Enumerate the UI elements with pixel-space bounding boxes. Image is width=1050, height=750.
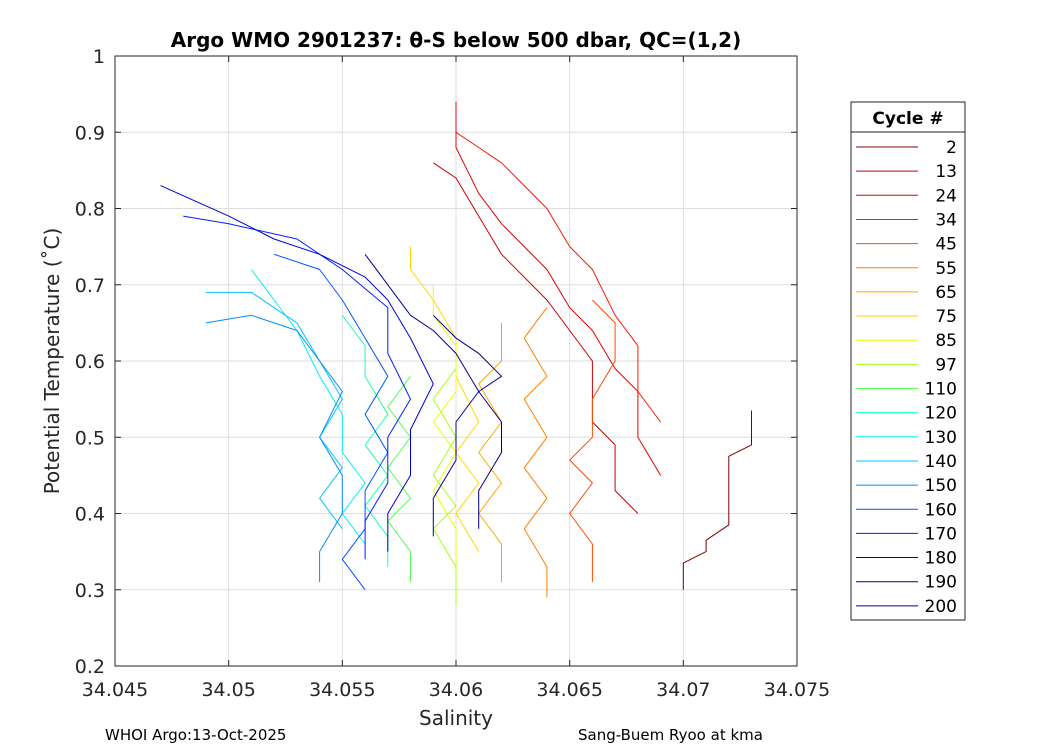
series-line-cycle-13	[433, 162, 639, 514]
series-line-cycle-120	[341, 315, 389, 567]
legend-label-45: 45	[935, 235, 957, 255]
legend-label-120: 120	[925, 404, 957, 424]
y-axis-label: Potential Temperature (˚C)	[40, 228, 64, 495]
y-tick-label: 1	[93, 46, 105, 68]
y-tick-label: 0.3	[75, 580, 105, 602]
x-tick-label: 34.075	[764, 679, 830, 701]
chart-title: Argo WMO 2901237: θ-S below 500 dbar, QC…	[171, 28, 741, 52]
legend-label-200: 200	[925, 597, 957, 617]
legend-label-97: 97	[935, 355, 957, 375]
series-line-cycle-2	[682, 410, 752, 590]
legend-label-110: 110	[925, 380, 957, 400]
y-tick-label: 0.6	[75, 351, 105, 373]
series-line-cycle-150	[205, 314, 343, 583]
series-line-cycle-110	[387, 376, 411, 583]
footer-left: WHOI Argo:13-Oct-2025	[105, 726, 286, 744]
series-line-cycle-97	[432, 368, 457, 605]
y-tick-label: 0.9	[75, 122, 105, 144]
y-tick-label: 0.4	[75, 504, 105, 526]
y-tick-label: 0.7	[75, 275, 105, 297]
data-series	[160, 101, 752, 605]
legend-label-190: 190	[925, 573, 957, 593]
x-tick-label: 34.07	[656, 679, 710, 701]
series-line-cycle-85	[432, 284, 457, 567]
x-tick-label: 34.05	[201, 679, 255, 701]
x-tick-label: 34.065	[536, 679, 602, 701]
series-line-cycle-180	[160, 185, 434, 552]
series-line-cycle-160	[273, 253, 389, 591]
y-tick-label: 0.8	[75, 199, 105, 221]
legend-label-34: 34	[935, 210, 957, 230]
series-line-cycle-200	[432, 314, 502, 529]
legend-label-130: 130	[925, 428, 957, 448]
series-line-cycle-75	[410, 246, 480, 552]
series-line-cycle-130	[250, 269, 366, 545]
legend-label-65: 65	[935, 283, 957, 303]
legend-label-13: 13	[935, 162, 957, 182]
series-line-cycle-34	[455, 131, 662, 423]
legend-label-150: 150	[925, 476, 957, 496]
legend-label-140: 140	[925, 452, 957, 472]
axis-ticks: 34.045 34.05 34.055 34.06 34.065 34.07 34.075 0…	[75, 46, 830, 701]
series-line-cycle-140	[205, 291, 343, 530]
x-tick-label: 34.045	[82, 679, 148, 701]
x-axis-label: Salinity	[419, 706, 493, 730]
x-tick-label: 34.055	[309, 679, 375, 701]
legend-entries: 2 13 24 34 45 55 65 75 85 97 110 120 130 140 150 160 170…	[856, 138, 957, 617]
legend-label-24: 24	[935, 186, 957, 206]
series-line-cycle-190	[364, 254, 480, 537]
series-line-cycle-55	[523, 307, 548, 598]
legend-label-180: 180	[925, 549, 957, 569]
legend-label-2: 2	[946, 138, 957, 158]
legend-title: Cycle #	[872, 109, 943, 129]
legend-label-170: 170	[925, 524, 957, 544]
y-tick-label: 0.5	[75, 427, 105, 449]
legend-label-160: 160	[925, 500, 957, 520]
x-tick-label: 34.06	[429, 679, 483, 701]
footer-right: Sang-Buem Ryoo at kma	[578, 726, 763, 744]
series-line-cycle-24	[455, 101, 662, 476]
y-tick-label: 0.2	[75, 656, 105, 678]
legend-label-55: 55	[935, 259, 957, 279]
series-line-cycle-170	[183, 215, 411, 560]
legend: Cycle # 2 13 24 34 45 55 65 75 85 97 110 120 130 140 1…	[850, 101, 966, 621]
series-line-cycle-45	[569, 299, 616, 583]
legend-label-85: 85	[935, 331, 957, 351]
legend-label-75: 75	[935, 307, 957, 327]
